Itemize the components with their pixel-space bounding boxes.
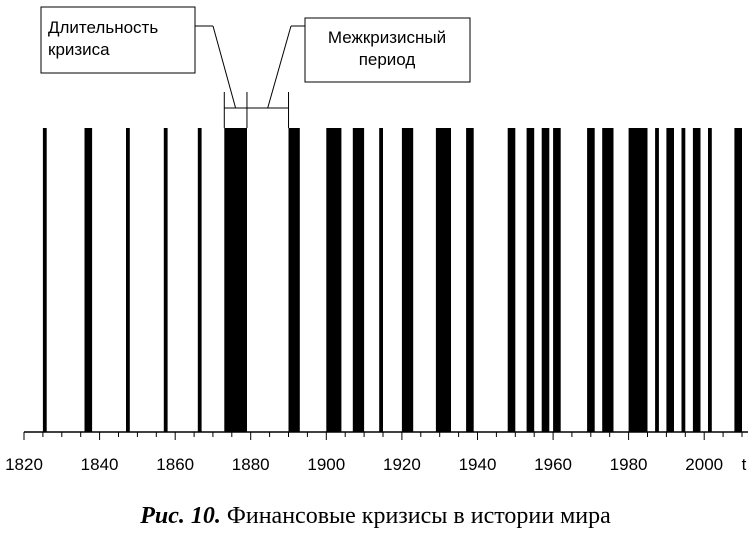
duration-label-line-2: кризиса <box>48 40 110 59</box>
intercrisis-callout-box <box>304 17 471 83</box>
crisis-bar-1866 <box>197 128 202 432</box>
x-axis-label: t <box>742 455 747 474</box>
tick-label-1960: 1960 <box>534 455 572 474</box>
crisis-bar-1994 <box>681 128 686 432</box>
crisis-bar-1987 <box>655 128 659 432</box>
tick-label-1820: 1820 <box>5 455 43 474</box>
crisis-bar-1960 <box>553 128 561 432</box>
intercrisis-label-line-2: период <box>359 50 416 69</box>
crisis-bar-1900 <box>326 128 342 432</box>
crisis-bar-2008 <box>734 128 742 432</box>
tick-label-1840: 1840 <box>81 455 119 474</box>
crisis-bar-1937 <box>466 128 474 432</box>
crisis-bars <box>42 128 742 432</box>
caption-text: Финансовые кризисы в истории мира <box>220 503 611 529</box>
figure-caption: Рис. 10. Финансовые кризисы в истории ми… <box>0 503 751 530</box>
crisis-bar-1836 <box>84 128 93 432</box>
crisis-bar-1847 <box>126 128 130 432</box>
crisis-bar-1907 <box>352 128 365 432</box>
crisis-bar-1953 <box>526 128 535 432</box>
duration-callout-box <box>40 6 196 74</box>
tick-label-1900: 1900 <box>307 455 345 474</box>
figure-number: Рис. 10. <box>140 503 221 529</box>
crisis-chart: 1820 1840 1860 1880 1900 1920 1940 1960 1980 2000… <box>5 6 748 474</box>
x-axis: 1820 1840 1860 1880 1900 1920 1940 1960 1980 2000… <box>5 431 748 474</box>
crisis-bar-1920 <box>401 128 414 432</box>
tick-label-1860: 1860 <box>156 455 194 474</box>
crisis-bar-1948 <box>507 128 516 432</box>
crisis-bar-1980 <box>628 128 648 432</box>
intercrisis-leader-diag <box>267 25 292 109</box>
crisis-bar-1929 <box>435 128 451 432</box>
tick-label-2000: 2000 <box>685 455 723 474</box>
crisis-bar-1990 <box>666 128 674 432</box>
tick-label-1880: 1880 <box>232 455 270 474</box>
tick-label-1980: 1980 <box>610 455 648 474</box>
duration-leader-diag <box>212 25 237 109</box>
tick-label-1940: 1940 <box>459 455 497 474</box>
crisis-bar-1969 <box>587 128 595 432</box>
crisis-bar-1873 <box>224 128 247 432</box>
tick-label-1920: 1920 <box>383 455 421 474</box>
crisis-bar-1997 <box>692 128 701 432</box>
crisis-bar-1914 <box>379 128 383 432</box>
crisis-bar-1957 <box>541 128 550 432</box>
crisis-bar-1857 <box>163 128 168 432</box>
crisis-bar-1890 <box>288 128 300 432</box>
duration-label-line-1: Длительность <box>48 18 158 37</box>
crisis-bar-1825 <box>42 128 47 432</box>
crisis-bar-2001 <box>708 128 712 432</box>
intercrisis-label-line-1: Межкризисный <box>328 28 446 47</box>
annotations: Длительность кризиса Межкризисный период <box>40 6 471 128</box>
crisis-bar-1973 <box>602 128 614 432</box>
